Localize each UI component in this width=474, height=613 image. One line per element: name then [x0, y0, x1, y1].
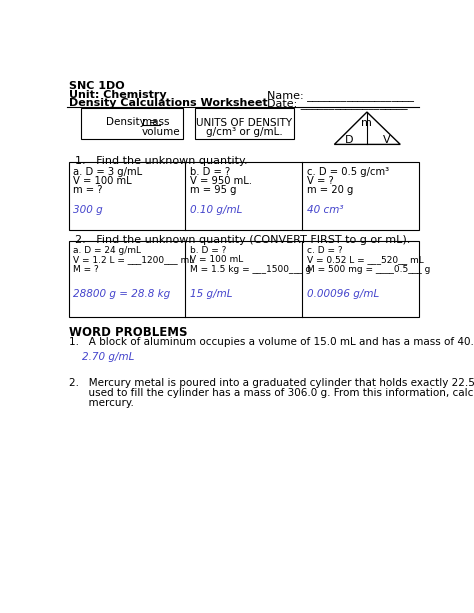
Text: M = 500 mg = ____0.5___ g: M = 500 mg = ____0.5___ g [307, 265, 430, 273]
Text: mercury.: mercury. [69, 398, 133, 408]
Text: M = 1.5 kg = ___1500___ g: M = 1.5 kg = ___1500___ g [190, 265, 311, 273]
Text: V = 1.2 L = ___1200___ mL: V = 1.2 L = ___1200___ mL [73, 255, 194, 264]
Text: c. D = ?: c. D = ? [307, 246, 342, 255]
Text: V = ?: V = ? [307, 176, 334, 186]
Text: a. D = 3 g/mL: a. D = 3 g/mL [73, 167, 142, 177]
Text: Date: ___________________: Date: ___________________ [267, 98, 408, 109]
Text: c. D = 0.5 g/cm³: c. D = 0.5 g/cm³ [307, 167, 389, 177]
Text: V = 100 mL: V = 100 mL [190, 255, 243, 264]
Text: V = 950 mL.: V = 950 mL. [190, 176, 252, 186]
Text: m = 95 g: m = 95 g [190, 185, 237, 195]
Text: Density =: Density = [106, 118, 161, 128]
Text: 1.   A block of aluminum occupies a volume of 15.0 mL and has a mass of 40.5 g. : 1. A block of aluminum occupies a volume… [69, 337, 474, 347]
Bar [81, 109, 183, 139]
Bar [69, 242, 419, 317]
Text: 15 g/mL: 15 g/mL [190, 289, 232, 299]
Text: 0.00096 g/mL: 0.00096 g/mL [307, 289, 379, 299]
Text: Unit: Chemistry: Unit: Chemistry [69, 89, 166, 100]
Text: V: V [383, 135, 390, 145]
Text: 28800 g = 28.8 kg: 28800 g = 28.8 kg [73, 289, 171, 299]
Text: M = ?: M = ? [73, 265, 99, 273]
Text: used to fill the cylinder has a mass of 306.0 g. From this information, calculat: used to fill the cylinder has a mass of … [69, 387, 474, 398]
Bar [195, 109, 294, 139]
Text: WORD PROBLEMS: WORD PROBLEMS [69, 326, 187, 339]
Text: SNC 1DO: SNC 1DO [69, 82, 124, 91]
Text: 2.   Mercury metal is poured into a graduated cylinder that holds exactly 22.5 m: 2. Mercury metal is poured into a gradua… [69, 378, 474, 387]
Text: m = 20 g: m = 20 g [307, 185, 353, 195]
Text: mass: mass [142, 118, 170, 128]
Text: 2.   Find the unknown quantity (CONVERT FIRST to g or mL).: 2. Find the unknown quantity (CONVERT FI… [75, 235, 410, 245]
Text: UNITS OF DENSITY: UNITS OF DENSITY [196, 118, 292, 128]
Text: m: m [362, 118, 373, 128]
Text: Density Calculations Worksheet: Density Calculations Worksheet [69, 98, 267, 109]
Text: V = 100 mL: V = 100 mL [73, 176, 132, 186]
Text: b. D = ?: b. D = ? [190, 246, 227, 255]
Text: D: D [345, 135, 353, 145]
Text: V = 0.52 L = ___520__ mL: V = 0.52 L = ___520__ mL [307, 255, 423, 264]
Text: 0.10 g/mL: 0.10 g/mL [190, 205, 242, 215]
Bar [69, 162, 419, 230]
Text: m = ?: m = ? [73, 185, 103, 195]
Text: 1.   Find the unknown quantity.: 1. Find the unknown quantity. [75, 156, 247, 166]
Text: 300 g: 300 g [73, 205, 103, 215]
Text: Name: ___________________: Name: ___________________ [267, 89, 414, 101]
Text: 2.70 g/mL: 2.70 g/mL [82, 352, 135, 362]
Text: a. D = 24 g/mL: a. D = 24 g/mL [73, 246, 141, 255]
Text: b. D = ?: b. D = ? [190, 167, 230, 177]
Text: 40 cm³: 40 cm³ [307, 205, 343, 215]
Text: g/cm³ or g/mL.: g/cm³ or g/mL. [206, 127, 283, 137]
Text: volume: volume [142, 127, 181, 137]
